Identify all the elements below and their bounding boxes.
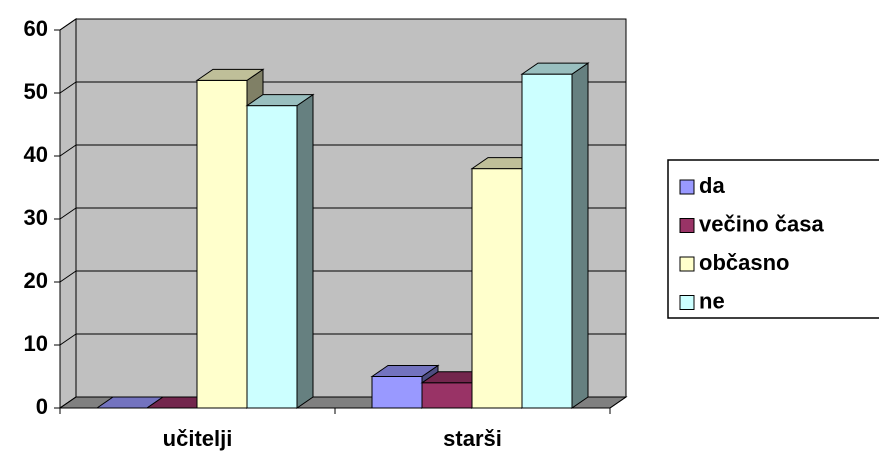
bar-top xyxy=(245,94,315,107)
grid-line xyxy=(59,81,77,94)
bar-front xyxy=(471,168,523,409)
y-tick-label: 50 xyxy=(24,79,48,104)
y-tick-label: 60 xyxy=(24,16,48,41)
legend-label: večino časa xyxy=(699,211,825,236)
legend-swatch xyxy=(679,179,695,195)
legend-swatch xyxy=(679,256,695,272)
bar-front xyxy=(196,79,248,409)
bar-front xyxy=(521,73,573,409)
grid-line xyxy=(59,396,77,409)
bar xyxy=(520,62,590,409)
bar-top xyxy=(370,365,440,377)
grid-line xyxy=(59,207,77,220)
legend-swatch xyxy=(679,295,695,310)
grid-line xyxy=(59,333,77,346)
bar-side xyxy=(571,62,589,409)
legend-label: ne xyxy=(699,288,725,313)
bar-top xyxy=(195,68,265,81)
bar-side xyxy=(296,93,314,409)
bar-front xyxy=(246,105,298,409)
x-tick-label: učitelji xyxy=(163,426,233,451)
y-tick-label: 20 xyxy=(24,268,48,293)
y-tick-label: 40 xyxy=(24,142,48,167)
y-tick-label: 10 xyxy=(24,331,48,356)
x-axis-back xyxy=(609,396,627,409)
legend-box xyxy=(667,159,879,319)
grid-line xyxy=(59,144,77,157)
legend-label: da xyxy=(699,173,725,198)
bar-top xyxy=(520,62,590,75)
grid-line xyxy=(59,18,77,31)
x-tick-label: starši xyxy=(443,426,502,451)
legend-label: občasno xyxy=(699,250,789,275)
bar xyxy=(245,93,315,409)
y-tick-label: 0 xyxy=(36,394,48,419)
bar-front xyxy=(421,382,473,409)
grid-line xyxy=(59,270,77,283)
legend-swatch xyxy=(679,218,695,233)
bar-front xyxy=(371,376,423,409)
y-tick-label: 30 xyxy=(24,205,48,230)
